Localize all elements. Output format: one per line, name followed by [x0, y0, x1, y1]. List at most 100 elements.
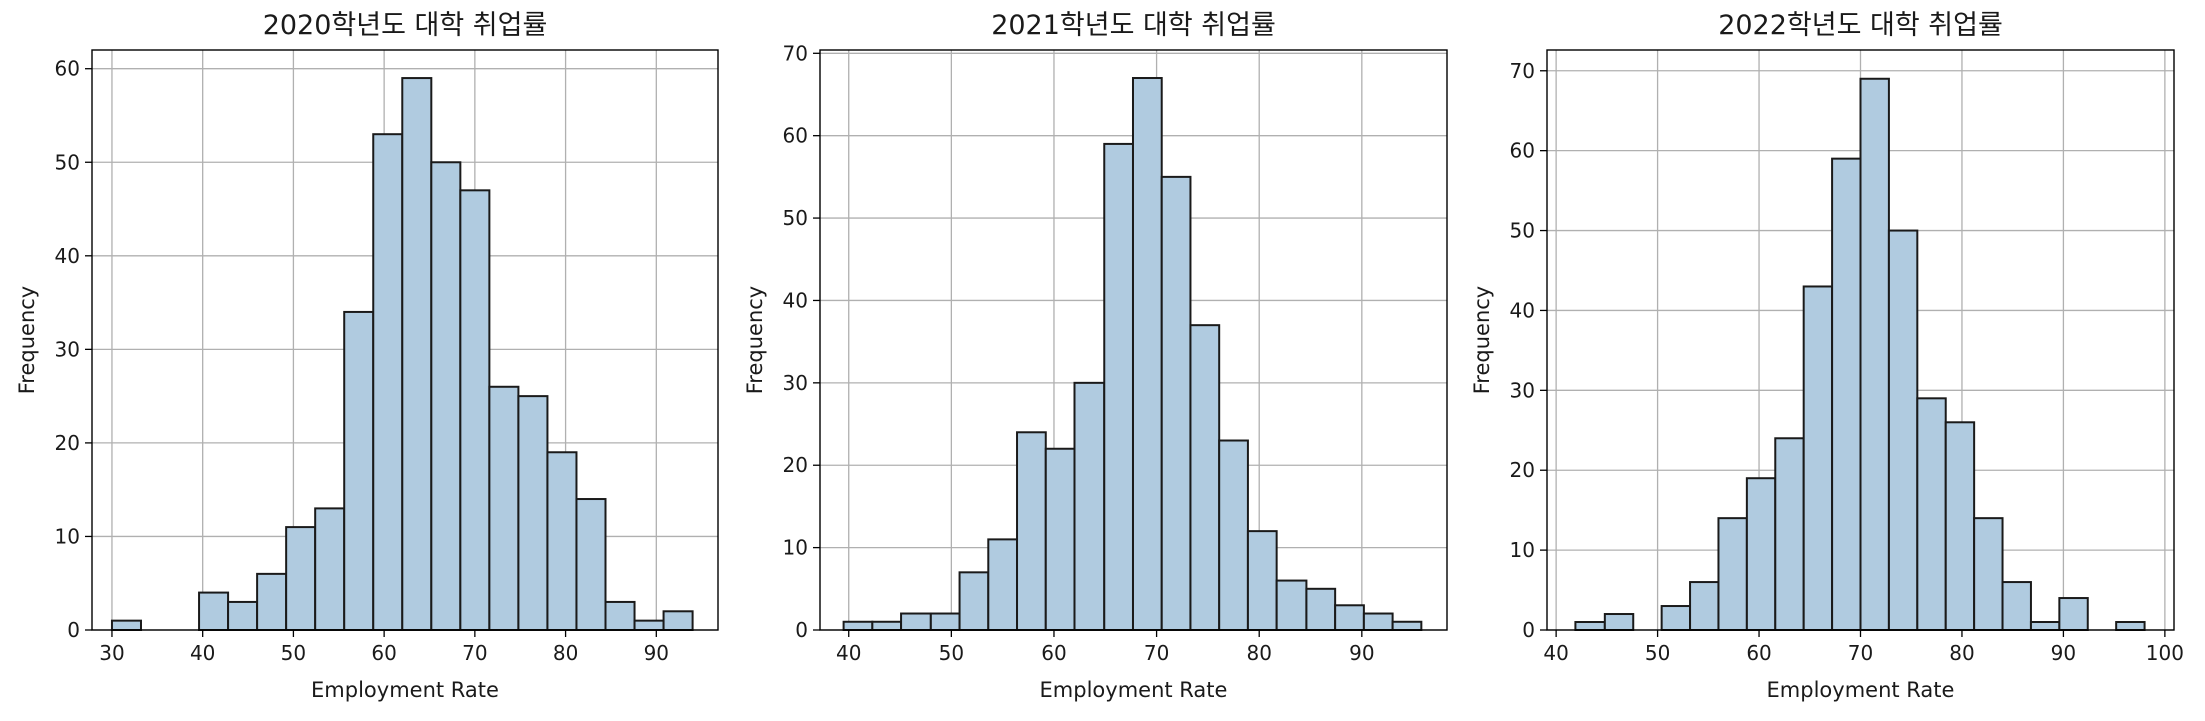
chart-title-2020: 2020학년도 대학 취업률 — [263, 10, 548, 41]
histogram-bar — [1745, 477, 1777, 632]
chart-title-2021: 2021학년도 대학 취업률 — [991, 10, 1276, 41]
histogram-bar — [227, 600, 259, 632]
y-tick-label: 50 — [55, 150, 80, 174]
histogram-bar — [1391, 620, 1423, 631]
y-axis-label: Frequency — [15, 286, 39, 395]
y-tick-label: 30 — [55, 337, 80, 361]
histogram-bar — [1802, 285, 1834, 631]
x-tick-label: 100 — [2146, 641, 2184, 665]
y-tick-label: 0 — [795, 618, 808, 642]
y-tick-label: 50 — [1510, 219, 1535, 243]
histogram-bar — [1973, 517, 2004, 632]
y-tick-label: 10 — [783, 536, 808, 560]
histogram-bar — [871, 620, 903, 631]
y-tick-label: 30 — [783, 371, 808, 395]
x-tick-label: 40 — [1543, 641, 1568, 665]
histogram-bar — [1275, 579, 1308, 631]
histogram-bar — [2115, 621, 2146, 632]
histogram-bar — [343, 310, 375, 631]
y-tick-label: 60 — [1510, 139, 1535, 163]
x-tick-label: 50 — [281, 641, 306, 665]
plot-frame — [91, 49, 719, 631]
y-axis-label: Frequency — [1470, 286, 1494, 395]
histogram-bar — [1044, 447, 1076, 631]
histogram-bar — [1916, 397, 1947, 631]
histogram-bar — [488, 385, 520, 631]
histogram-bar — [633, 619, 665, 631]
histogram-2022-panel: 40 50 60 70 80 90 100 0 10 20 30 40 50 60 70 2022학년도 대학… — [1470, 10, 2184, 702]
y-tick-label: 70 — [1510, 59, 1535, 83]
histogram-bar — [662, 610, 694, 632]
histogram-bar — [2001, 581, 2032, 631]
y-tick-label: 40 — [55, 244, 80, 268]
x-tick-label: 90 — [644, 641, 669, 665]
x-tick-label: 30 — [99, 641, 124, 665]
histogram-bar — [459, 189, 491, 632]
histogram-bar — [1305, 587, 1337, 632]
histogram-bar — [1660, 605, 1692, 632]
y-tick-label: 70 — [783, 41, 808, 65]
histogram-bar — [604, 600, 636, 632]
histogram-bar — [2029, 621, 2061, 632]
histogram-bar — [1859, 77, 1890, 632]
histogram-bar — [256, 572, 288, 632]
x-tick-label: 80 — [553, 641, 578, 665]
histogram-bar — [987, 538, 1019, 631]
x-tick-label: 60 — [1746, 641, 1771, 665]
histogram-bar — [1831, 157, 1862, 631]
histogram-bar — [372, 133, 404, 631]
histogram-bar — [1774, 437, 1805, 631]
y-tick-label: 10 — [1510, 538, 1535, 562]
histogram-2021-panel: 40 50 60 70 80 90 0 10 20 30 40 50 60 70 2021학년도 대학 취업… — [743, 10, 1448, 702]
histogram-bar — [900, 612, 932, 631]
x-axis-label: Employment Rate — [1040, 678, 1228, 702]
plot-frame — [819, 49, 1448, 631]
y-tick-label: 60 — [783, 124, 808, 148]
histogram-bar — [517, 395, 549, 631]
histogram-bar — [1334, 604, 1365, 632]
y-axis-label: Frequency — [743, 286, 767, 395]
x-tick-label: 60 — [1041, 641, 1066, 665]
histogram-bar — [546, 451, 578, 631]
histogram-bar — [1362, 612, 1394, 631]
histogram-bar — [314, 507, 346, 631]
histogram-bar — [1887, 229, 1919, 631]
x-tick-label: 80 — [1949, 641, 1974, 665]
x-tick-label: 90 — [1349, 641, 1374, 665]
x-tick-label: 70 — [462, 641, 487, 665]
histogram-bar — [401, 77, 433, 631]
histogram-bar — [575, 498, 607, 631]
y-tick-label: 0 — [67, 618, 80, 642]
histogram-bar — [198, 591, 230, 631]
histogram-bar — [1218, 439, 1249, 631]
histogram-bar — [1131, 77, 1163, 632]
histogram-bar — [110, 619, 142, 631]
histogram-bar — [1574, 621, 1606, 632]
y-tick-label: 20 — [783, 453, 808, 477]
histogram-bar — [285, 526, 317, 632]
y-tick-label: 60 — [55, 57, 80, 81]
x-tick-label: 50 — [939, 641, 964, 665]
y-tick-label: 20 — [55, 431, 80, 455]
histogram-bar — [929, 612, 961, 631]
y-tick-label: 20 — [1510, 458, 1535, 482]
histogram-bar — [2058, 597, 2089, 631]
histogram-bar — [1689, 581, 1720, 631]
histogram-bar — [430, 161, 462, 632]
x-tick-label: 70 — [1848, 641, 1873, 665]
x-tick-label: 40 — [190, 641, 215, 665]
y-tick-label: 10 — [55, 524, 80, 548]
x-tick-label: 50 — [1645, 641, 1670, 665]
x-tick-label: 70 — [1144, 641, 1169, 665]
x-tick-label: 80 — [1246, 641, 1271, 665]
y-tick-label: 50 — [783, 206, 808, 230]
histogram-bar — [1189, 324, 1221, 631]
histogram-2020-panel: 30 40 50 60 70 80 90 0 10 20 30 40 50 60 2020학년도 대학 취업… — [15, 10, 719, 702]
x-tick-label: 40 — [836, 641, 861, 665]
histogram-bar — [842, 620, 874, 631]
histogram-bar — [1160, 175, 1192, 631]
histogram-bar — [1103, 142, 1134, 632]
y-tick-label: 40 — [1510, 298, 1535, 322]
histogram-bar — [1717, 517, 1748, 632]
